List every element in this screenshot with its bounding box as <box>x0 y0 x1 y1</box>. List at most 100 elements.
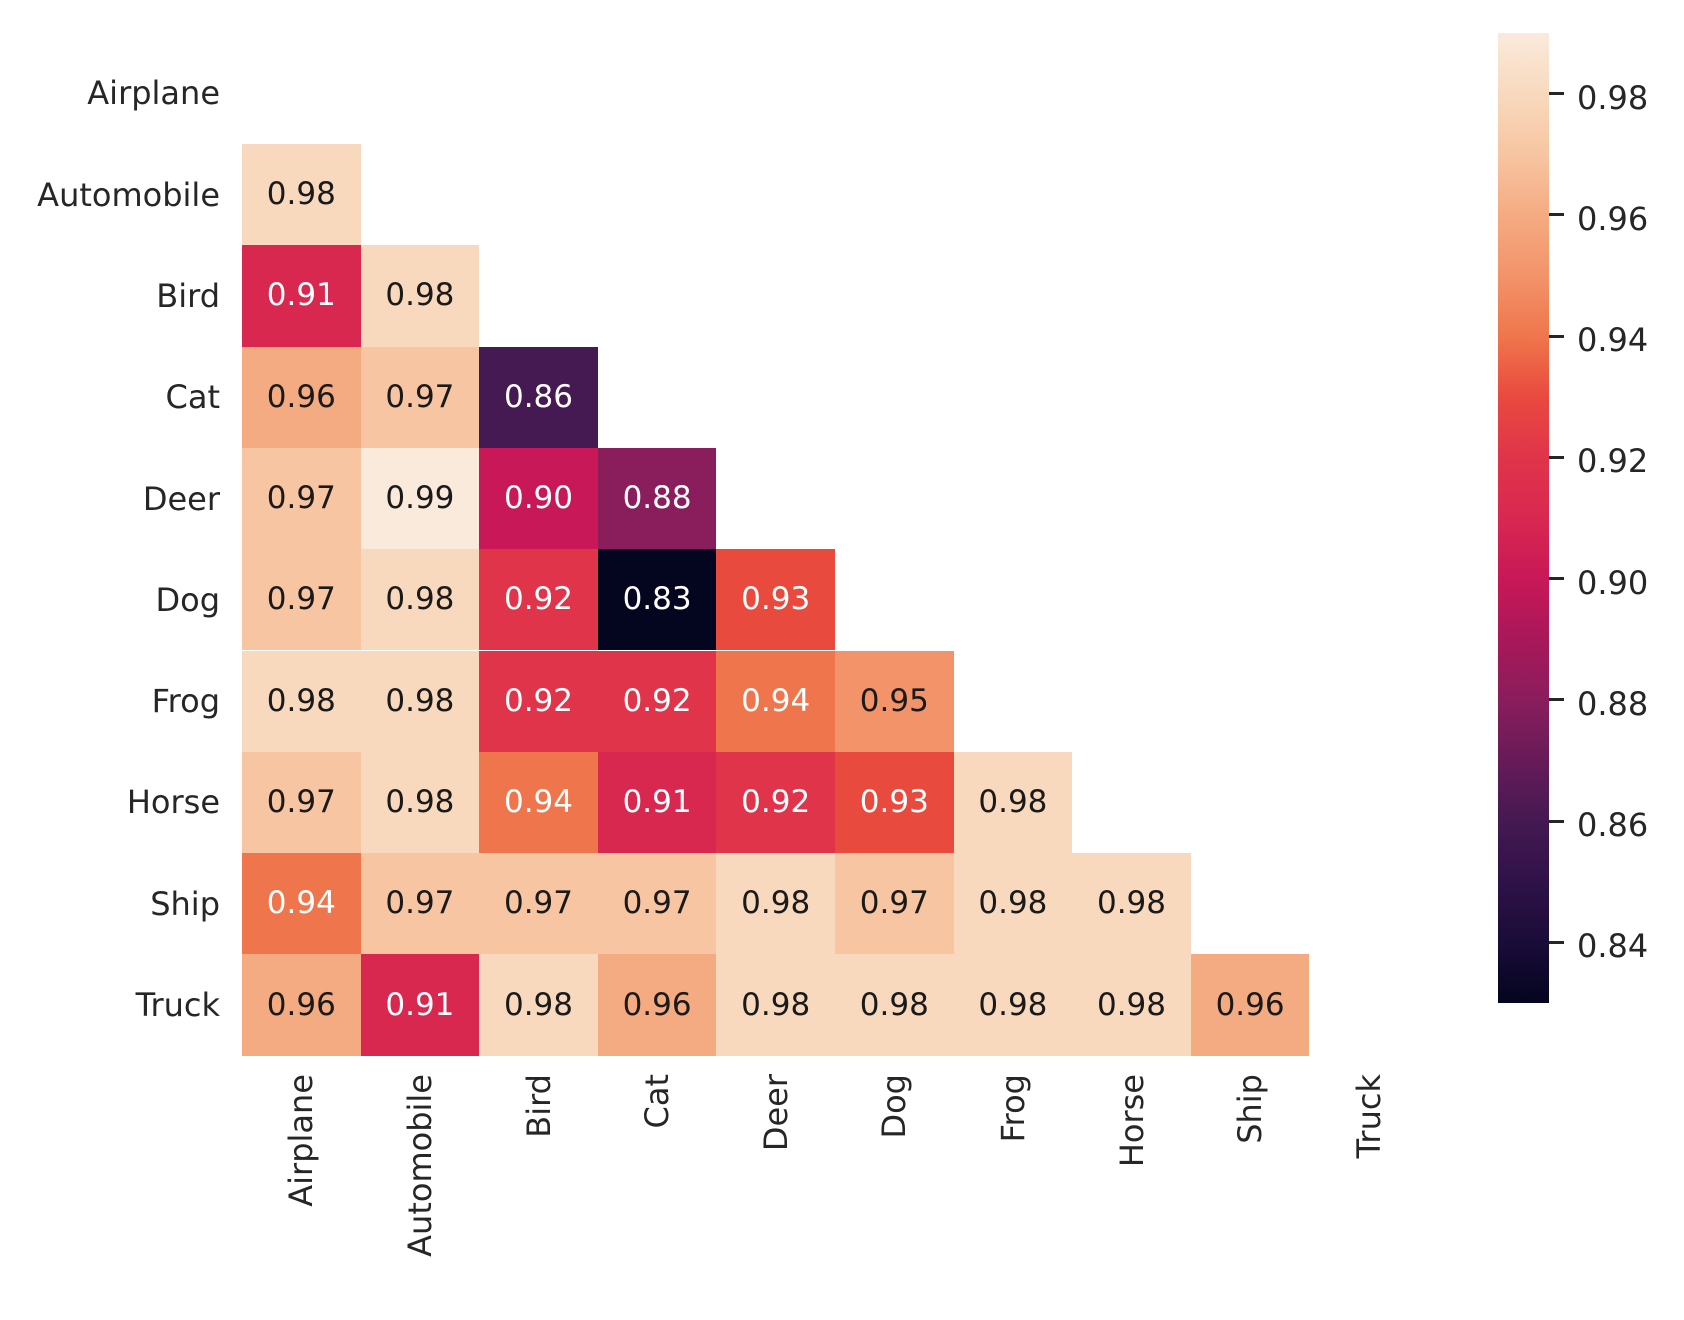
x-tick-label-bird: Bird <box>519 1074 558 1138</box>
cell-value: 0.97 <box>385 378 455 415</box>
y-tick-label-automobile: Automobile <box>37 175 220 214</box>
heatmap-cell-ship-deer: 0.98 <box>716 853 835 955</box>
heatmap-cell-cat-airplane: 0.96 <box>242 346 361 448</box>
heatmap-cell-frog-cat: 0.92 <box>597 650 717 752</box>
heatmap-cell-truck-automobile: 0.91 <box>360 954 480 1056</box>
heatmap-cell-horse-dog: 0.93 <box>835 751 954 854</box>
cell-value: 0.97 <box>266 480 336 517</box>
x-tick-label-horse: Horse <box>1112 1074 1151 1168</box>
colorbar-tick-label: 0.96 <box>1577 199 1649 238</box>
cell-value: 0.86 <box>503 378 573 415</box>
y-tick-label-frog: Frog <box>151 682 220 721</box>
heatmap-cell-ship-dog: 0.97 <box>835 853 954 955</box>
heatmap-cell-dog-bird: 0.92 <box>479 549 598 651</box>
colorbar-tick-label: 0.84 <box>1577 927 1649 966</box>
heatmap-cell-horse-cat: 0.91 <box>597 751 717 854</box>
heatmap-cell-dog-airplane: 0.97 <box>242 549 361 651</box>
x-tick-label-frog: Frog <box>993 1074 1032 1143</box>
y-tick-label-horse: Horse <box>126 783 220 822</box>
cell-value: 0.96 <box>622 986 692 1023</box>
x-tick-label-automobile: Automobile <box>400 1074 439 1257</box>
heatmap-cell-ship-airplane: 0.94 <box>242 853 361 955</box>
cell-value: 0.98 <box>385 783 455 820</box>
cell-value: 0.90 <box>503 480 573 517</box>
heatmap-cell-deer-airplane: 0.97 <box>242 447 361 550</box>
x-tick-label-truck: Truck <box>1349 1074 1388 1159</box>
cell-value: 0.98 <box>978 885 1048 922</box>
cell-value: 0.96 <box>1215 986 1285 1023</box>
colorbar-gradient <box>1498 33 1549 1003</box>
cell-value: 0.93 <box>859 783 929 820</box>
cell-value: 0.98 <box>1096 885 1166 922</box>
cell-value: 0.98 <box>385 581 455 618</box>
colorbar-tick-mark <box>1549 819 1564 823</box>
colorbar-tick-mark <box>1549 940 1564 944</box>
heatmap-cell-truck-frog: 0.98 <box>953 954 1073 1056</box>
cell-value: 0.98 <box>741 986 811 1023</box>
heatmap-cell-deer-bird: 0.90 <box>479 447 598 550</box>
cell-value: 0.97 <box>266 581 336 618</box>
cell-value: 0.96 <box>266 378 336 415</box>
y-tick-label-airplane: Airplane <box>87 74 220 113</box>
heatmap-cell-dog-deer: 0.93 <box>716 549 835 651</box>
y-tick-label-truck: Truck <box>135 986 220 1025</box>
heatmap-cell-horse-frog: 0.98 <box>953 751 1073 854</box>
cell-value: 0.93 <box>741 581 811 618</box>
heatmap-cell-frog-deer: 0.94 <box>716 650 835 752</box>
heatmap-cell-truck-airplane: 0.96 <box>242 954 361 1056</box>
colorbar-tick-mark <box>1549 92 1564 96</box>
heatmap-cell-bird-automobile: 0.98 <box>360 245 480 347</box>
heatmap-cell-dog-cat: 0.83 <box>597 549 717 651</box>
heatmap-cell-cat-automobile: 0.97 <box>360 346 480 448</box>
colorbar-tick-label: 0.98 <box>1577 78 1649 117</box>
heatmap-cell-ship-horse: 0.98 <box>1072 853 1191 955</box>
cell-value: 0.98 <box>1096 986 1166 1023</box>
x-tick-label-cat: Cat <box>638 1074 677 1129</box>
x-tick-label-dog: Dog <box>875 1074 914 1139</box>
colorbar-tick-mark <box>1549 334 1564 338</box>
y-tick-label-cat: Cat <box>165 378 221 417</box>
y-tick-label-bird: Bird <box>156 276 220 315</box>
colorbar-tick-mark <box>1549 577 1564 581</box>
colorbar-tick-mark <box>1549 698 1564 702</box>
heatmap-cell-bird-airplane: 0.91 <box>242 245 361 347</box>
x-tick-label-airplane: Airplane <box>282 1074 321 1207</box>
cell-value: 0.94 <box>503 783 573 820</box>
colorbar-tick-label: 0.94 <box>1577 321 1649 360</box>
heatmap-cell-truck-deer: 0.98 <box>716 954 835 1056</box>
y-tick-label-ship: Ship <box>150 884 220 923</box>
colorbar-tick-label: 0.88 <box>1577 684 1649 723</box>
cell-value: 0.92 <box>741 783 811 820</box>
heatmap-cell-ship-bird: 0.97 <box>479 853 598 955</box>
cell-value: 0.98 <box>741 885 811 922</box>
heatmap-cell-horse-bird: 0.94 <box>479 751 598 854</box>
colorbar-tick-label: 0.90 <box>1577 563 1649 602</box>
cell-value: 0.92 <box>503 682 573 719</box>
heatmap-cell-dog-automobile: 0.98 <box>360 549 480 651</box>
heatmap-cell-frog-airplane: 0.98 <box>242 650 361 752</box>
y-tick-label-dog: Dog <box>155 580 220 619</box>
cell-value: 0.94 <box>741 682 811 719</box>
heatmap-cell-truck-cat: 0.96 <box>597 954 717 1056</box>
cell-value: 0.95 <box>859 682 929 719</box>
heatmap-cell-deer-cat: 0.88 <box>597 447 717 550</box>
heatmap-cell-truck-dog: 0.98 <box>835 954 954 1056</box>
cell-value: 0.97 <box>266 783 336 820</box>
heatmap-cell-frog-dog: 0.95 <box>835 650 954 752</box>
cell-value: 0.97 <box>503 885 573 922</box>
heatmap-cell-ship-cat: 0.97 <box>597 853 717 955</box>
x-tick-label-deer: Deer <box>756 1074 795 1152</box>
heatmap-cell-truck-bird: 0.98 <box>479 954 598 1056</box>
cell-value: 0.98 <box>978 986 1048 1023</box>
cell-value: 0.97 <box>622 885 692 922</box>
cell-value: 0.98 <box>859 986 929 1023</box>
cell-value: 0.99 <box>385 480 455 517</box>
cell-value: 0.91 <box>622 783 692 820</box>
cell-value: 0.98 <box>385 682 455 719</box>
heatmap-cell-cat-bird: 0.86 <box>479 346 598 448</box>
cell-value: 0.83 <box>622 581 692 618</box>
cell-value: 0.96 <box>266 986 336 1023</box>
cell-value: 0.91 <box>266 277 336 314</box>
cell-value: 0.98 <box>385 277 455 314</box>
